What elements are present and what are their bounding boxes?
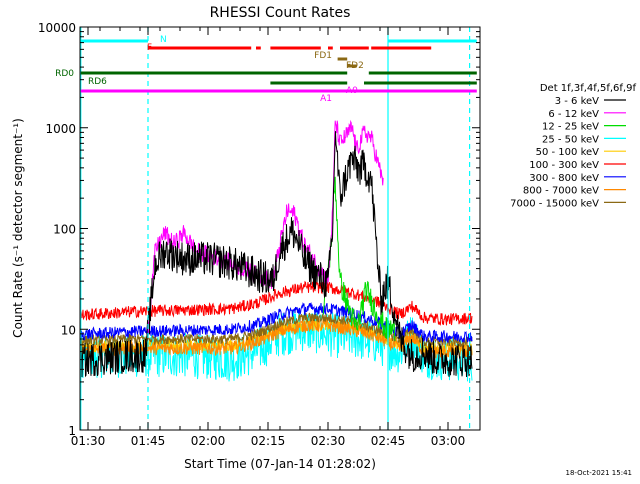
x-tick-label-2: 02:00	[191, 434, 226, 448]
legend-label-8: 7000 - 15000 keV	[510, 198, 599, 209]
x-tick-label-1: 01:45	[131, 434, 166, 448]
y-tick-label-2: 100	[53, 223, 76, 237]
x-tick-label-4: 02:30	[311, 434, 346, 448]
series-line-3	[80, 309, 473, 382]
x-tick-label-0: 01:30	[71, 434, 106, 448]
flag-label-n: N	[160, 35, 167, 45]
chart-title: RHESSI Count Rates	[210, 5, 351, 21]
flag-label-rd0: RD0	[55, 69, 74, 79]
x-tick-label-6: 03:00	[431, 434, 466, 448]
y-tick-label-0: 1	[68, 424, 76, 438]
y-tick-label-4: 10000	[38, 21, 76, 35]
flag-label-fd2: FD2	[346, 61, 364, 71]
series-line-5	[80, 280, 473, 327]
x-tick-label-3: 02:15	[251, 434, 286, 448]
x-tick-label-5: 02:45	[371, 434, 406, 448]
series-group	[80, 119, 473, 382]
flag-label-a1: A1	[320, 94, 332, 104]
y-axis-label: Count Rate (s⁻¹ detector segment⁻¹)	[11, 118, 25, 338]
flag-label-fd1: FD1	[314, 51, 332, 61]
legend-label-5: 100 - 300 keV	[529, 160, 599, 171]
legend-label-3: 25 - 50 keV	[542, 134, 599, 145]
legend-label-4: 50 - 100 keV	[536, 147, 600, 158]
x-axis-label: Start Time (07-Jan-14 01:28:02)	[184, 457, 376, 471]
y-tick-label-1: 10	[61, 323, 76, 337]
legend-label-0: 3 - 6 keV	[555, 96, 599, 107]
flag-label-rd6: RD6	[88, 77, 107, 87]
legend-label-1: 6 - 12 keV	[548, 109, 599, 120]
legend-label-7: 800 - 7000 keV	[523, 186, 599, 197]
series-line-2	[322, 176, 396, 341]
y-tick-label-3: 1000	[45, 122, 76, 136]
legend-label-6: 300 - 800 keV	[529, 173, 599, 184]
timestamp-label: 18-Oct-2021 15:41	[566, 469, 632, 477]
flag-label-a0: A0	[346, 86, 358, 96]
legend-label-2: 12 - 25 keV	[542, 122, 599, 133]
flag-label-f: F	[147, 43, 152, 53]
legend-title: Det 1f,3f,4f,5f,6f,9f	[540, 83, 637, 94]
series-line-0	[80, 131, 473, 378]
